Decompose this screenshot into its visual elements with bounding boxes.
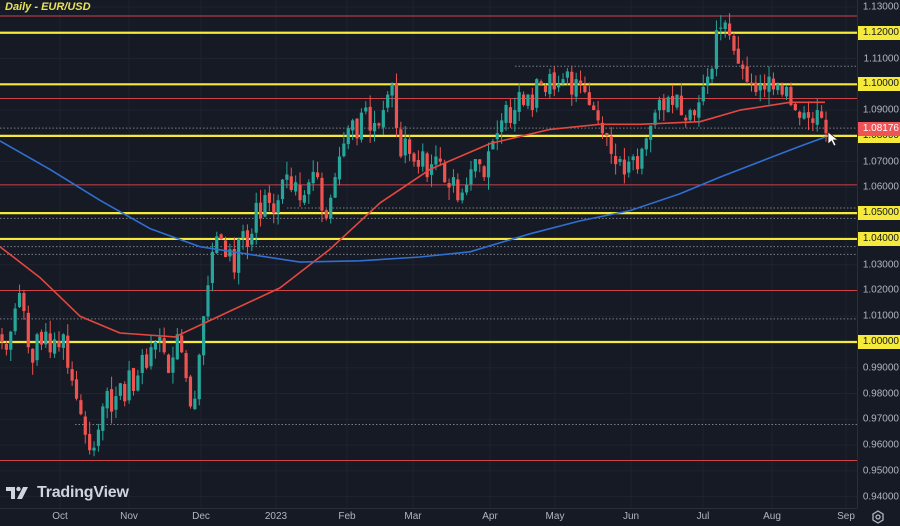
price-tick-label: 1.12000 bbox=[858, 25, 900, 40]
time-tick-label: Nov bbox=[120, 511, 138, 522]
current-price-tag: 1.08176 bbox=[858, 122, 900, 137]
price-tick-label: 1.04000 bbox=[858, 231, 900, 246]
time-tick-label: 2023 bbox=[264, 511, 288, 522]
price-tick-label: 1.02000 bbox=[862, 284, 899, 296]
tradingview-logo[interactable]: TradingView bbox=[6, 484, 129, 502]
time-tick-label: Jul bbox=[696, 511, 710, 522]
time-tick-label: Sep bbox=[837, 511, 855, 522]
time-tick-label: Aug bbox=[763, 511, 781, 522]
price-axis[interactable]: 1.130001.120001.110001.100001.090001.080… bbox=[857, 0, 900, 508]
price-tick-label: 0.99000 bbox=[862, 362, 899, 374]
price-tick-label: 1.01000 bbox=[862, 310, 899, 322]
price-tick-label: 1.10000 bbox=[858, 77, 900, 92]
price-tick-label: 1.06000 bbox=[862, 181, 899, 193]
price-tick-label: 0.98000 bbox=[862, 388, 899, 400]
price-tick-label: 1.07000 bbox=[862, 156, 899, 168]
time-tick-label: Mar bbox=[404, 511, 422, 522]
price-tick-label: 1.03000 bbox=[862, 259, 899, 271]
chart-plot-area[interactable] bbox=[0, 0, 857, 508]
price-tick-label: 0.96000 bbox=[862, 439, 899, 451]
price-tick-label: 1.09000 bbox=[862, 104, 899, 116]
tradingview-logo-icon bbox=[6, 486, 28, 499]
time-tick-label: Apr bbox=[482, 511, 498, 522]
settings-gear-icon[interactable] bbox=[870, 509, 886, 525]
time-tick-label: Dec bbox=[192, 511, 210, 522]
price-tick-label: 1.00000 bbox=[858, 335, 900, 349]
time-tick-label: Jun bbox=[622, 511, 640, 522]
time-tick-label: Oct bbox=[52, 511, 68, 522]
time-tick-label: May bbox=[545, 511, 565, 522]
price-tick-label: 0.94000 bbox=[862, 491, 899, 503]
price-tick-label: 1.05000 bbox=[858, 206, 900, 221]
time-tick-label: Feb bbox=[338, 511, 356, 522]
price-tick-label: 1.13000 bbox=[862, 1, 899, 13]
price-tick-label: 0.97000 bbox=[862, 413, 899, 425]
price-tick-label: 0.95000 bbox=[862, 465, 899, 477]
moving-averages bbox=[0, 101, 826, 338]
horizontal-levels bbox=[0, 15, 857, 462]
chart-title: Daily - EUR/USD bbox=[5, 1, 91, 13]
mouse-cursor-icon bbox=[827, 131, 840, 147]
price-tick-label: 1.11000 bbox=[863, 53, 899, 65]
time-axis[interactable]: Oct Nov Dec 2023 Feb Mar Apr May Jun Jul Aug Sep bbox=[0, 508, 857, 526]
candlestick-series bbox=[0, 13, 828, 457]
brand-name: TradingView bbox=[37, 484, 129, 501]
